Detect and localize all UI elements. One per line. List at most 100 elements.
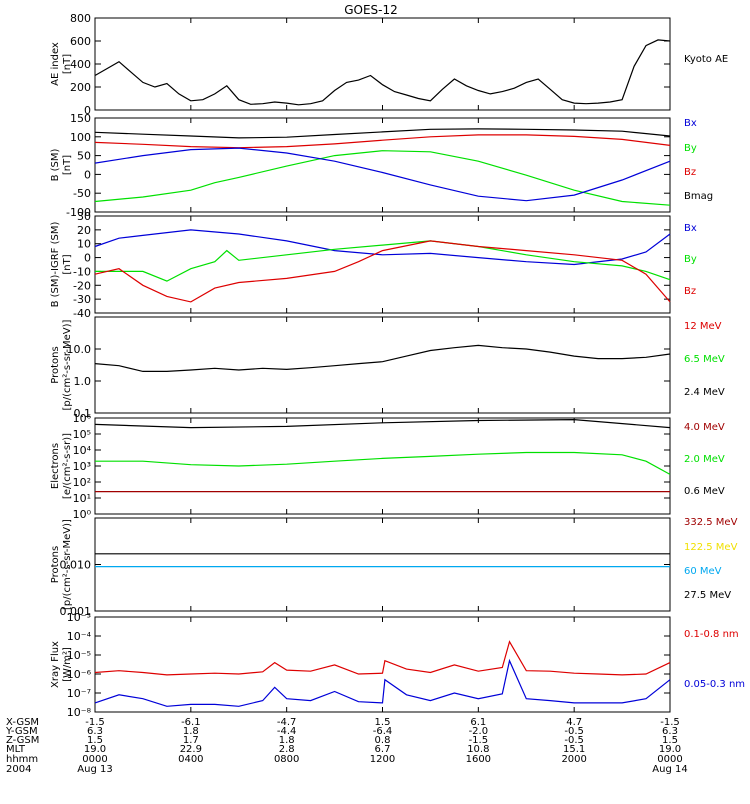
ephemeris-row-label: 2004 [6,764,31,775]
panel-frame [94,417,671,515]
y-tick-label: 10⁰ [73,508,92,521]
y-axis-label: [nT] [62,54,73,74]
ephemeris-row-label: MLT [6,744,26,755]
legend-entry: 2.4 MeV [684,387,725,398]
legend-entry: 27.5 MeV [684,590,731,601]
y-tick-label: -30 [73,293,91,306]
legend-entry: 0.6 MeV [684,486,725,497]
ephemeris-value: -2.0 [469,726,489,737]
y-tick-label: 10⁻⁸ [67,706,92,719]
y-tick-label: 10⁻⁶ [67,668,92,681]
series-bdiff-by [95,240,671,282]
ephemeris-value: 1.7 [183,735,199,746]
y-tick-label: 150 [70,112,91,125]
legend-entry: Bz [684,167,696,178]
y-tick-label: 0.1 [74,407,92,420]
series-b-bx [94,147,671,202]
ephemeris-value: 0000 [657,754,682,765]
y-tick-label: 10⁵ [73,428,91,441]
legend-entry: By [684,254,697,265]
series-b-by [94,150,671,206]
y-axis-label: Protons [50,346,61,383]
ephemeris-value: 4.7 [566,717,582,728]
ephemeris-value: 2.8 [279,744,295,755]
y-tick-label: 800 [70,12,91,25]
y-tick-label: -50 [73,187,91,200]
y-axis-label: B (SM)-IGRF (SM) [50,222,61,308]
y-axis-label: AE index [50,42,61,86]
series-ae-0 [94,39,671,106]
ephemeris-value: 0400 [178,754,203,765]
y-tick-label: 0 [84,168,91,181]
ephemeris-row-label: Z-GSM [6,735,39,746]
y-tick-label: 10² [73,476,91,489]
ephemeris-value: -1.5 [469,735,489,746]
ephemeris-value: 1200 [370,754,395,765]
ephemeris-value: 6.3 [662,726,678,737]
y-axis-label: [p/(cm²-s-sr-MeV)] [62,519,73,610]
ephemeris-value: Aug 14 [652,764,687,775]
plot-title: GOES-12 [344,3,398,17]
y-tick-label: 200 [70,81,91,94]
y-tick-label: 10 [77,238,91,251]
legend-entry: Bx [684,118,697,129]
panel-b: -100 -50 0 50 100 150 B (SM) [nT] Bx By Bz Bmag [50,112,713,219]
ephemeris-value: Aug 13 [77,764,112,775]
y-tick-label: 10⁻⁵ [67,649,91,662]
ephemeris-value: -1.5 [660,717,680,728]
ephemeris-value: -4.4 [277,726,297,737]
y-axis-label: [W/m²] [62,647,73,682]
ephemeris-value: 1.5 [662,735,678,746]
legend-entry: Bmag [684,191,713,202]
y-tick-label: -40 [73,307,91,320]
ephemeris-value: -6.1 [181,717,201,728]
panel-electrons: 10⁰ 10¹ 10² 10³ 10⁴ 10⁵ 10⁶ Electrons [e/(cm²-s-… [50,412,725,521]
panel-xray: 10⁻⁸ 10⁻⁷ 10⁻⁶ 10⁻⁵ 10⁻⁴ 10⁻³ Xray Flux [W/m²] 0… [50,611,745,719]
series-bdiff-bz [94,240,671,303]
y-tick-label: 10.0 [67,343,92,356]
y-tick-label: 10⁻⁷ [67,687,91,700]
y-tick-label: 600 [70,35,91,48]
ephemeris-value: 19.0 [84,744,106,755]
ephemeris-value: 0800 [274,754,299,765]
y-tick-label: -20 [73,279,91,292]
legend-entry: 4.0 MeV [684,422,725,433]
y-tick-label: -10 [73,265,91,278]
legend-entry: 2.0 MeV [684,454,725,465]
ephemeris-value: -0.5 [564,726,584,737]
series-b-bz [94,134,671,149]
y-axis-label: Xray Flux [50,641,61,688]
y-tick-label: 30 [77,210,91,223]
ephemeris-value: 1.8 [183,726,199,737]
y-axis-label: [e/(cm²-s-sr)] [62,433,73,499]
y-axis-label: [nT] [62,155,73,175]
ephemeris-value: 1.8 [279,735,295,746]
y-tick-label: 10¹ [73,492,91,505]
legend-entry: By [684,143,697,154]
ephemeris-value: 6.7 [375,744,391,755]
panel-frame [94,17,671,111]
ephemeris-value: 19.0 [659,744,681,755]
y-axis-label: B (SM) [50,148,61,181]
y-tick-label: 1.0 [74,375,92,388]
ephemeris-value: 1.5 [87,735,103,746]
ephemeris-row-label: X-GSM [6,717,39,728]
legend-entry: 12 MeV [684,321,722,332]
ephemeris-value: 0000 [82,754,107,765]
y-axis-label: [nT] [62,254,73,274]
ephemeris-value: -6.4 [373,726,393,737]
y-tick-label: 20 [77,224,91,237]
series-protons_low-2-4-mev [94,344,671,372]
ephemeris-value: 2000 [561,754,586,765]
legend-entry: 0.1-0.8 nm [684,629,739,640]
ephemeris-value: 10.8 [467,744,489,755]
legend-entry: 60 MeV [684,566,722,577]
y-tick-label: 50 [77,150,91,163]
legend-entry: 6.5 MeV [684,354,725,365]
y-tick-label: 10³ [73,460,91,473]
y-tick-label: 10⁻⁴ [67,630,92,643]
legend-entry: 0.05-0.3 nm [684,679,745,690]
ephemeris-value: 1.5 [375,717,391,728]
